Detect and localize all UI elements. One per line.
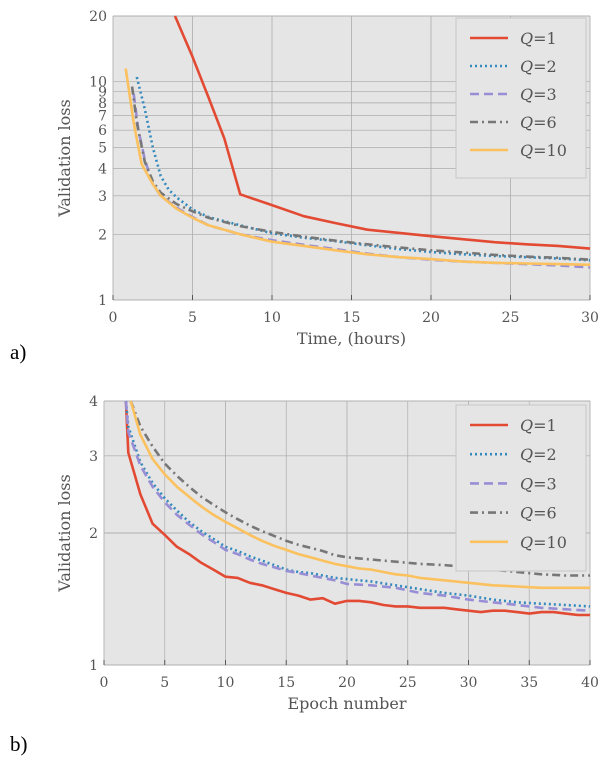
x-tick-label: 5 [188,310,197,326]
legend-label-q1: Q=1 [520,29,557,48]
y-tick-label: 3 [89,449,98,465]
legend-label-q3: Q=3 [520,85,557,104]
legend-label-q3: Q=3 [520,474,557,493]
y-tick-label: 2 [89,526,98,542]
legend-box [455,404,587,572]
legend-box [455,17,587,179]
panel-label-b: b) [10,732,28,756]
y-tick-label: 2 [98,227,107,243]
series-line-q1 [124,400,590,617]
x-tick-label: 40 [581,675,599,691]
series-line-q3 [124,400,591,612]
series-line-q2 [135,76,591,262]
legend-label-q1: Q=1 [520,416,557,435]
legend-label-q10: Q=10 [520,141,567,160]
y-tick-label: 7 [98,109,107,125]
y-tick-label: 10 [89,75,107,91]
y-tick-label: 4 [89,394,98,410]
x-tick-label: 10 [217,675,235,691]
y-tick-label: 9 [98,85,107,101]
y-axis-label: Validation loss [55,99,74,217]
series-line-q10 [129,400,590,590]
legend-label-q2: Q=2 [520,445,557,464]
legend-label-q10: Q=10 [520,533,567,552]
y-tick-label: 20 [89,9,107,25]
x-tick-label: 20 [422,310,440,326]
x-tick-label: 15 [277,675,295,691]
legend: Q=1 Q=2 Q=3 Q=6 Q=10 [455,404,587,572]
x-tick-label: 5 [160,675,169,691]
x-tick-label: 0 [109,310,118,326]
legend: Q=1 Q=2 Q=3 Q=6 Q=10 [455,17,587,179]
x-tick-label: 25 [502,310,520,326]
series-line-q10 [124,68,591,267]
legend-label-q2: Q=2 [520,57,557,76]
y-axis-label: Validation loss [55,474,74,592]
legend-label-q6: Q=6 [520,504,557,523]
y-tick-label: 1 [98,293,107,309]
y-tick-label: 1 [89,658,98,674]
x-axis-label: Epoch number [287,694,406,713]
y-tick-label: 5 [98,140,107,156]
x-tick-label: 25 [399,675,417,691]
series-line-q6 [130,86,591,261]
legend-label-q6: Q=6 [520,113,557,132]
x-tick-label: 15 [343,310,361,326]
x-tick-label: 20 [338,675,356,691]
y-tick-label: 6 [98,123,107,139]
series-line-q1 [173,15,591,250]
x-axis-label: Time, (hours) [297,329,406,348]
x-tick-label: 30 [581,310,599,326]
x-tick-label: 10 [263,310,281,326]
y-tick-label: 8 [98,96,107,112]
x-tick-label: 30 [460,675,478,691]
y-tick-label: 4 [98,162,107,178]
chart-panel-b: 0 5 10 15 20 25 30 35 40 1 2 3 4 Epoch number Validati… [55,394,599,713]
x-tick-label: 35 [520,675,538,691]
y-tick-label: 3 [98,189,107,205]
x-tick-label: 0 [100,675,109,691]
panel-label-a: a) [10,340,27,364]
